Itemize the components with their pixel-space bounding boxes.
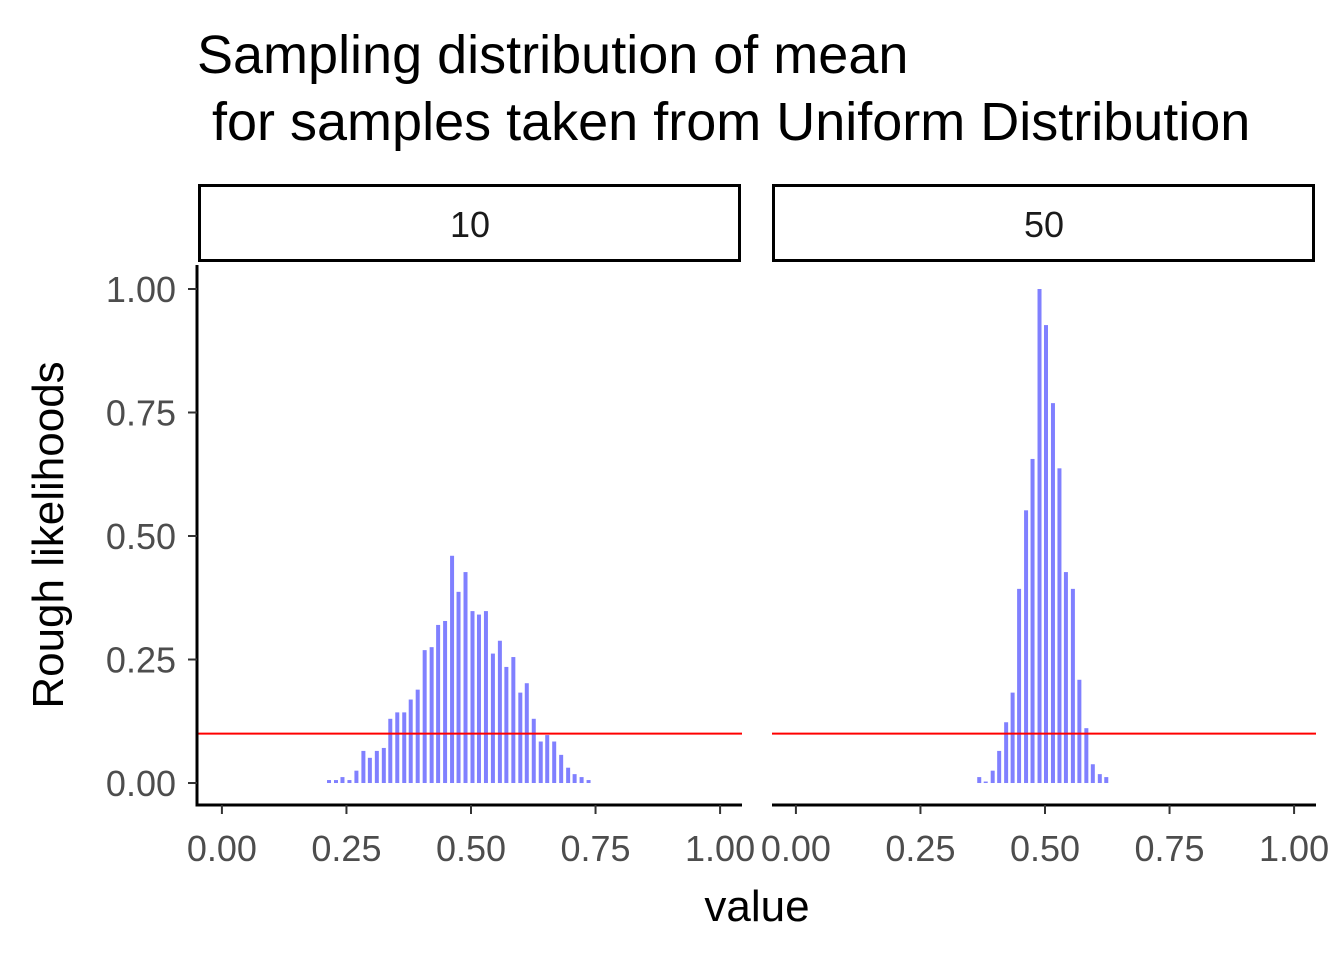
bar [381, 747, 386, 784]
y-tick-label: 0.50 [106, 516, 176, 557]
bar [511, 657, 516, 784]
y-tick-label: 0.75 [106, 393, 176, 434]
y-tick-label: 1.00 [106, 269, 176, 310]
bar [1004, 722, 1009, 784]
bar [552, 741, 557, 784]
bar [1077, 679, 1082, 784]
bar [1104, 777, 1109, 784]
bar [333, 780, 338, 784]
bar [422, 650, 427, 784]
bar [1037, 289, 1042, 784]
bar [1057, 468, 1062, 784]
chart-title-line1: Sampling distribution of mean [197, 25, 908, 85]
bar [436, 624, 441, 784]
bar [497, 640, 502, 784]
bar [997, 750, 1002, 784]
bar [579, 777, 584, 784]
bar [490, 653, 495, 784]
bar [361, 750, 366, 784]
bar [354, 770, 359, 784]
bar [429, 647, 434, 784]
bar [408, 699, 413, 784]
bar [1017, 588, 1022, 784]
bar [531, 718, 536, 784]
bar [395, 712, 400, 784]
bar [450, 555, 455, 784]
x-tick-label: 1.00 [1259, 828, 1329, 869]
bar [983, 781, 988, 784]
bar [1043, 325, 1048, 784]
bar [1097, 774, 1102, 784]
x-tick-label: 0.00 [187, 828, 257, 869]
facet-strip-10 [198, 184, 741, 262]
bar [456, 591, 461, 784]
bar [566, 767, 571, 784]
y-axis-label: Rough likelihoods [24, 361, 73, 708]
x-axis-label: value [704, 882, 809, 931]
bar [559, 754, 564, 784]
bar [1070, 588, 1075, 784]
bar [1084, 728, 1089, 784]
chart-title-line2: for samples taken from Uniform Distribut… [197, 92, 1250, 152]
bar [1050, 403, 1055, 784]
x-tick-label: 1.00 [685, 828, 755, 869]
bar [415, 689, 420, 784]
bar [463, 572, 468, 784]
bar [1090, 764, 1095, 784]
bar [990, 770, 995, 784]
bar [518, 692, 523, 784]
bar [538, 741, 543, 784]
y-tick-label: 0.00 [106, 763, 176, 804]
bar [977, 777, 982, 784]
facet-strip-label: 50 [1024, 204, 1064, 245]
bar [347, 780, 352, 784]
bar [443, 620, 448, 784]
facet-strip-label: 10 [450, 204, 490, 245]
bar [476, 614, 481, 784]
bar [1010, 692, 1015, 784]
x-tick-label: 0.75 [560, 828, 630, 869]
bar [545, 735, 550, 784]
x-tick-label: 0.00 [761, 828, 831, 869]
bar [586, 780, 591, 784]
x-tick-label: 0.25 [885, 828, 955, 869]
bar [504, 666, 509, 784]
x-tick-label: 0.25 [311, 828, 381, 869]
bar [1030, 458, 1035, 784]
x-tick-label: 0.75 [1134, 828, 1204, 869]
bar [388, 718, 393, 784]
bar [340, 777, 345, 784]
x-tick-label: 0.50 [1010, 828, 1080, 869]
bar [327, 780, 332, 784]
bar [402, 712, 407, 784]
y-tick-label: 0.25 [106, 640, 176, 681]
bar [572, 774, 577, 784]
bar [470, 611, 475, 784]
bar [1063, 572, 1068, 784]
bar [1024, 510, 1029, 784]
bar [367, 757, 372, 784]
bar [374, 750, 379, 784]
x-tick-label: 0.50 [436, 828, 506, 869]
facet-strip-50 [772, 184, 1315, 262]
bar [483, 611, 488, 784]
